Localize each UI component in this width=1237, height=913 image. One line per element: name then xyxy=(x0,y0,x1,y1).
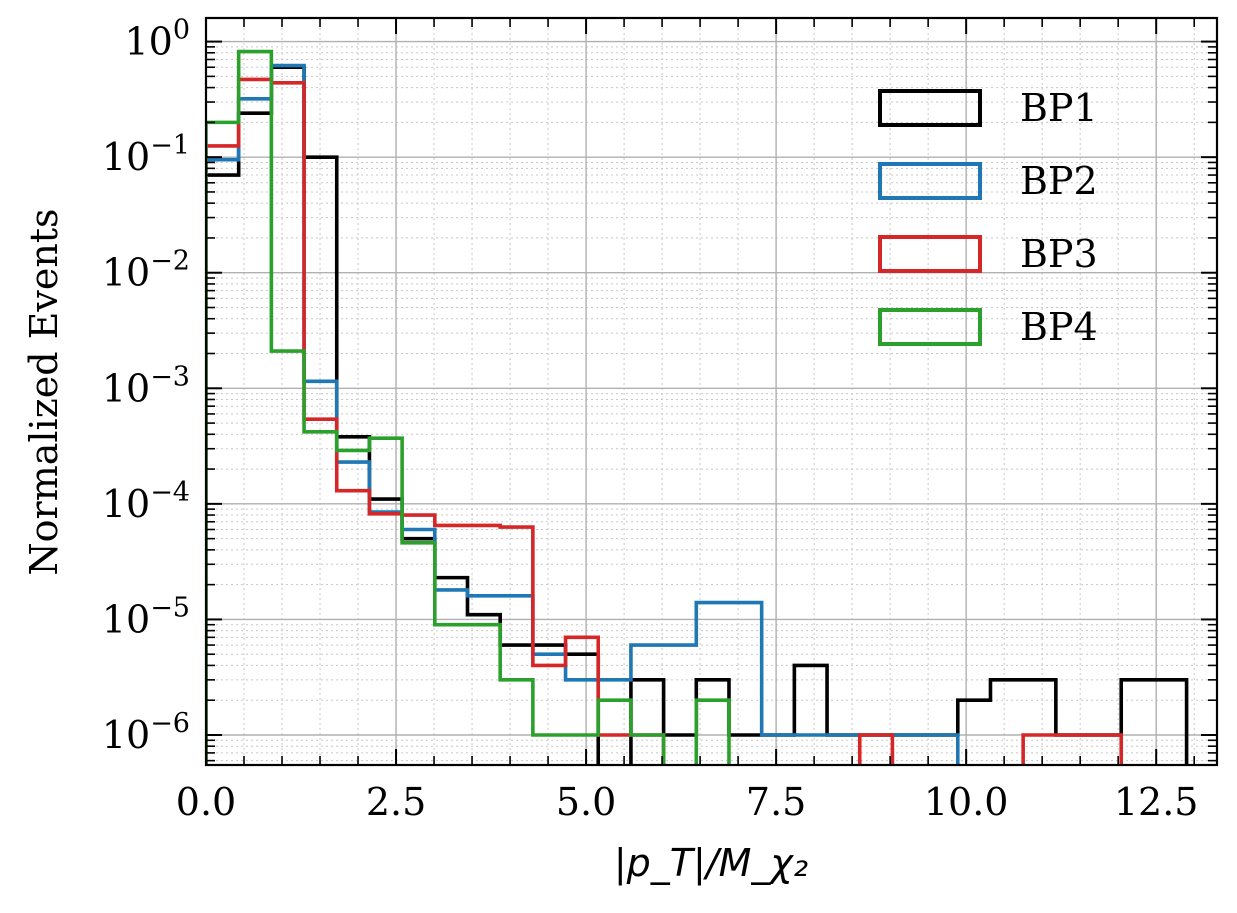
legend-item-BP4: BP4 xyxy=(878,305,1098,349)
legend-swatch xyxy=(878,89,982,127)
histogram-step-line xyxy=(206,49,731,765)
ticks-layer xyxy=(205,18,1217,765)
legend-swatch xyxy=(878,162,982,200)
series-BP3 xyxy=(206,77,1124,765)
y-tick-label: 10−5 xyxy=(102,592,190,641)
x-tick-label: 12.5 xyxy=(1114,780,1199,824)
y-tick-label: 10−2 xyxy=(102,246,190,295)
y-axis-label: Normalized Events xyxy=(22,208,66,575)
legend-item-BP3: BP3 xyxy=(878,232,1098,276)
legend-item-BP2: BP2 xyxy=(878,159,1098,203)
legend: BP1 BP2 BP3 BP4 xyxy=(878,86,1098,349)
y-tick-label: 10−1 xyxy=(102,130,190,179)
plot-frame xyxy=(204,16,1219,767)
series-BP4 xyxy=(206,49,731,765)
x-axis-label: |p_T|/M_χ₂ xyxy=(614,841,808,886)
x-tick-label: 7.5 xyxy=(746,780,806,824)
legend-label: BP4 xyxy=(1020,305,1098,349)
legend-swatch xyxy=(878,308,982,346)
y-tick-labels: 100 10−1 10−2 10−3 10−4 10−5 10−6 xyxy=(102,15,190,757)
legend-label: BP1 xyxy=(1020,86,1098,130)
x-tick-label: 10.0 xyxy=(924,780,1009,824)
y-tick-label: 10−4 xyxy=(102,477,190,526)
legend-swatch xyxy=(878,235,982,273)
y-tick-label: 10−6 xyxy=(102,708,190,757)
grid-layer xyxy=(205,18,1217,765)
legend-label: BP3 xyxy=(1020,232,1098,276)
x-tick-label: 5.0 xyxy=(556,780,616,824)
legend-label: BP2 xyxy=(1020,159,1098,203)
x-tick-label: 0.0 xyxy=(176,780,236,824)
series-layer xyxy=(206,49,1189,765)
x-tick-labels: 0.0 2.5 5.0 7.5 10.0 12.5 xyxy=(176,780,1199,824)
y-tick-label: 100 xyxy=(124,15,190,64)
legend-item-BP1: BP1 xyxy=(878,86,1098,130)
x-tick-label: 2.5 xyxy=(366,780,426,824)
histogram-step-line xyxy=(206,77,1124,765)
y-tick-label: 10−3 xyxy=(102,361,190,410)
